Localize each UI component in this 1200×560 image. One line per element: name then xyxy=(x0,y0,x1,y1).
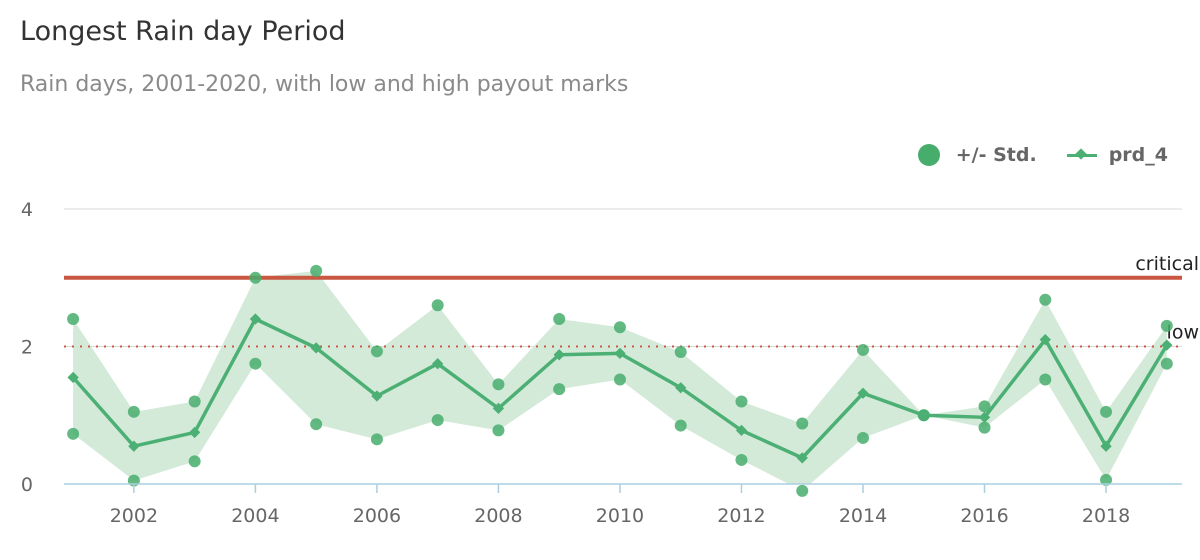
std-upper-point xyxy=(492,378,505,391)
chart-title: Longest Rain day Period xyxy=(20,16,346,47)
std-upper-point xyxy=(674,346,687,358)
std-lower-point xyxy=(553,383,566,396)
series-prd4-point xyxy=(371,390,383,402)
std-lower-point xyxy=(370,433,383,446)
series-prd4-point xyxy=(128,440,140,452)
std-lower-point xyxy=(674,419,687,432)
series-prd4-point xyxy=(857,387,869,399)
std-upper-point xyxy=(978,400,991,413)
series-prd4-point xyxy=(1039,333,1051,346)
std-upper-point xyxy=(1160,319,1173,332)
x-tick-label: 2006 xyxy=(353,505,401,527)
x-tick-label: 2002 xyxy=(110,505,158,527)
legend-std-marker xyxy=(917,144,940,166)
std-lower-point xyxy=(1160,357,1173,370)
std-upper-point xyxy=(249,271,262,284)
series-prd4-point xyxy=(1161,339,1173,351)
std-upper-point xyxy=(67,313,80,325)
y-tick-label: 0 xyxy=(21,474,33,496)
x-tick-label: 2010 xyxy=(596,505,644,527)
std-upper-point xyxy=(188,395,201,408)
std-lower-point xyxy=(1100,473,1113,486)
std-upper-point xyxy=(796,417,809,430)
std-upper-point xyxy=(613,321,626,334)
std-lower-point xyxy=(431,414,444,427)
legend-item-prd4[interactable]: prd_4 xyxy=(1037,144,1168,166)
std-upper-point xyxy=(310,264,323,277)
x-tick-label: 2012 xyxy=(717,505,765,527)
series-prd4-point xyxy=(735,424,748,437)
std-lower-point xyxy=(978,421,991,434)
std-lower-point xyxy=(249,357,262,370)
x-tick-label: 2014 xyxy=(839,505,887,527)
reference-label-low: low xyxy=(1167,322,1199,344)
series-prd4-point xyxy=(310,342,322,354)
legend-prd4-marker xyxy=(1066,153,1097,157)
series-prd4-point xyxy=(796,452,808,464)
series-prd4-point xyxy=(675,382,687,394)
x-tick-label: 2004 xyxy=(231,505,279,527)
y-tick-label: 4 xyxy=(21,199,33,221)
series-prd4-point xyxy=(188,426,201,439)
std-upper-point xyxy=(553,313,566,325)
legend-item-std[interactable]: +/- Std. xyxy=(917,144,1037,166)
std-upper-point xyxy=(1039,293,1052,306)
legend-prd4-label: prd_4 xyxy=(1108,144,1168,166)
chart-subtitle: Rain days, 2001-2020, with low and high … xyxy=(20,72,629,97)
std-lower-point xyxy=(310,418,323,431)
std-upper-point xyxy=(735,395,748,408)
series-prd4-point xyxy=(553,349,565,361)
series-prd4-point xyxy=(249,313,262,325)
series-prd4-point xyxy=(1100,440,1112,452)
series-prd4-point xyxy=(614,347,626,360)
std-upper-point xyxy=(370,345,383,358)
std-upper-point xyxy=(127,405,140,418)
legend-std-label: +/- Std. xyxy=(955,144,1037,166)
x-tick-label: 2016 xyxy=(960,505,1008,527)
x-tick-label: 2008 xyxy=(474,505,522,527)
std-lower-point xyxy=(492,424,505,437)
std-lower-point xyxy=(1039,373,1052,386)
std-upper-point xyxy=(431,299,444,312)
std-lower-point xyxy=(188,455,201,468)
std-lower-point xyxy=(735,453,748,466)
reference-label-critical: critical xyxy=(1135,253,1199,275)
std-lower-point xyxy=(613,373,626,386)
std-upper-point xyxy=(1100,405,1113,418)
series-prd4-point xyxy=(978,411,991,423)
series-prd4-point xyxy=(918,409,930,421)
series-prd4-point xyxy=(492,402,505,415)
series-prd4-point xyxy=(432,358,444,370)
std-lower-point xyxy=(796,484,809,497)
std-upper-point xyxy=(857,343,870,356)
std-lower-point xyxy=(857,431,870,444)
x-tick-label: 2018 xyxy=(1082,505,1130,527)
y-tick-label: 2 xyxy=(21,337,33,359)
std-lower-point xyxy=(67,427,80,440)
legend: +/- Std. prd_4 xyxy=(917,144,1168,166)
